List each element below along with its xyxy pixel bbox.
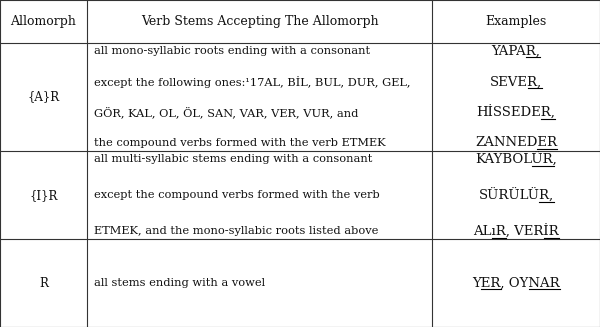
- Text: Examples: Examples: [485, 15, 547, 28]
- Text: except the following ones:¹17AL, BİL, BUL, DUR, GEL,: except the following ones:¹17AL, BİL, BU…: [94, 76, 410, 88]
- Text: all multi-syllabic stems ending with a consonant: all multi-syllabic stems ending with a c…: [94, 154, 373, 164]
- Text: all stems ending with a vowel: all stems ending with a vowel: [94, 278, 265, 288]
- Text: HİSSEDER,: HİSSEDER,: [476, 105, 556, 119]
- Text: SEVER,: SEVER,: [490, 75, 542, 88]
- Text: ALıR, VERİR: ALıR, VERİR: [473, 224, 559, 238]
- Text: {I}R: {I}R: [29, 189, 58, 202]
- Text: YER, OYNAR: YER, OYNAR: [472, 277, 560, 290]
- Text: SÜRÜLÜR,: SÜRÜLÜR,: [478, 188, 554, 202]
- Text: GÖR, KAL, OL, ÖL, SAN, VAR, VER, VUR, and: GÖR, KAL, OL, ÖL, SAN, VAR, VER, VUR, an…: [94, 107, 359, 118]
- Text: the compound verbs formed with the verb ETMEK: the compound verbs formed with the verb …: [94, 138, 386, 148]
- Text: ZANNEDER: ZANNEDER: [475, 136, 557, 149]
- Text: Verb Stems Accepting The Allomorph: Verb Stems Accepting The Allomorph: [140, 15, 379, 28]
- Text: ETMEK, and the mono-syllabic roots listed above: ETMEK, and the mono-syllabic roots liste…: [94, 226, 379, 236]
- Text: Allomorph: Allomorph: [11, 15, 76, 28]
- Text: {A}R: {A}R: [28, 91, 59, 104]
- Text: YAPAR,: YAPAR,: [491, 45, 541, 58]
- Text: except the compound verbs formed with the verb: except the compound verbs formed with th…: [94, 190, 380, 200]
- Text: all mono-syllabic roots ending with a consonant: all mono-syllabic roots ending with a co…: [94, 46, 370, 56]
- Text: R: R: [39, 277, 48, 290]
- Text: KAYBOLÜR,: KAYBOLÜR,: [475, 152, 557, 166]
